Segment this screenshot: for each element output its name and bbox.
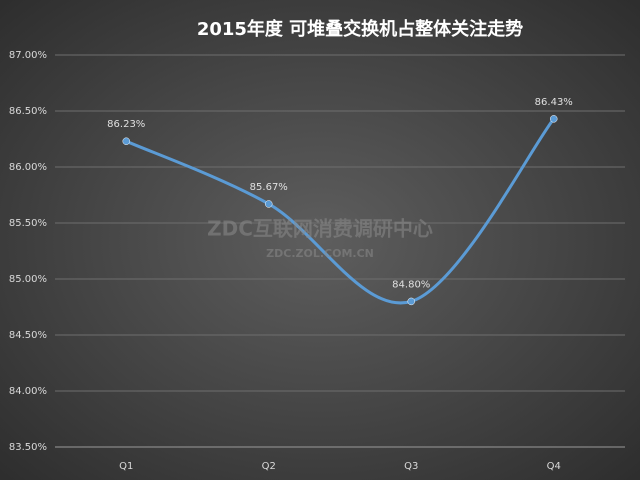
data-label: 84.80% [392, 279, 430, 290]
data-point [122, 137, 130, 145]
data-label: 86.23% [107, 119, 145, 130]
watermark: ZDC互联网消费调研中心 [207, 217, 433, 241]
data-line [124, 117, 556, 305]
data-label: 86.43% [535, 97, 573, 108]
x-tick-label: Q3 [404, 461, 418, 472]
y-tick-label: 84.50% [9, 330, 47, 341]
x-tick-label: Q4 [547, 461, 561, 472]
plot-area: 83.50% 84.00% 84.50% 85.00% 85.50% 86.00% 86.5… [9, 50, 625, 472]
x-tick-label: Q2 [262, 461, 276, 472]
watermark-url: ZDC.ZOL.COM.CN [266, 247, 374, 260]
y-tick-label: 84.00% [9, 386, 47, 397]
y-tick-label: 87.00% [9, 50, 47, 61]
y-tick-label: 86.00% [9, 162, 47, 173]
chart-title: 2015年度 可堆叠交换机占整体关注走势 [197, 18, 523, 40]
y-tick-label: 86.50% [9, 106, 47, 117]
data-point [407, 297, 415, 306]
data-point [550, 115, 558, 123]
y-tick-label: 85.50% [9, 218, 47, 229]
data-point [265, 200, 273, 208]
y-tick-label: 85.00% [9, 274, 47, 285]
x-tick-label: Q1 [119, 461, 133, 472]
y-tick-label: 83.50% [9, 442, 47, 453]
data-label: 85.67% [250, 182, 288, 193]
